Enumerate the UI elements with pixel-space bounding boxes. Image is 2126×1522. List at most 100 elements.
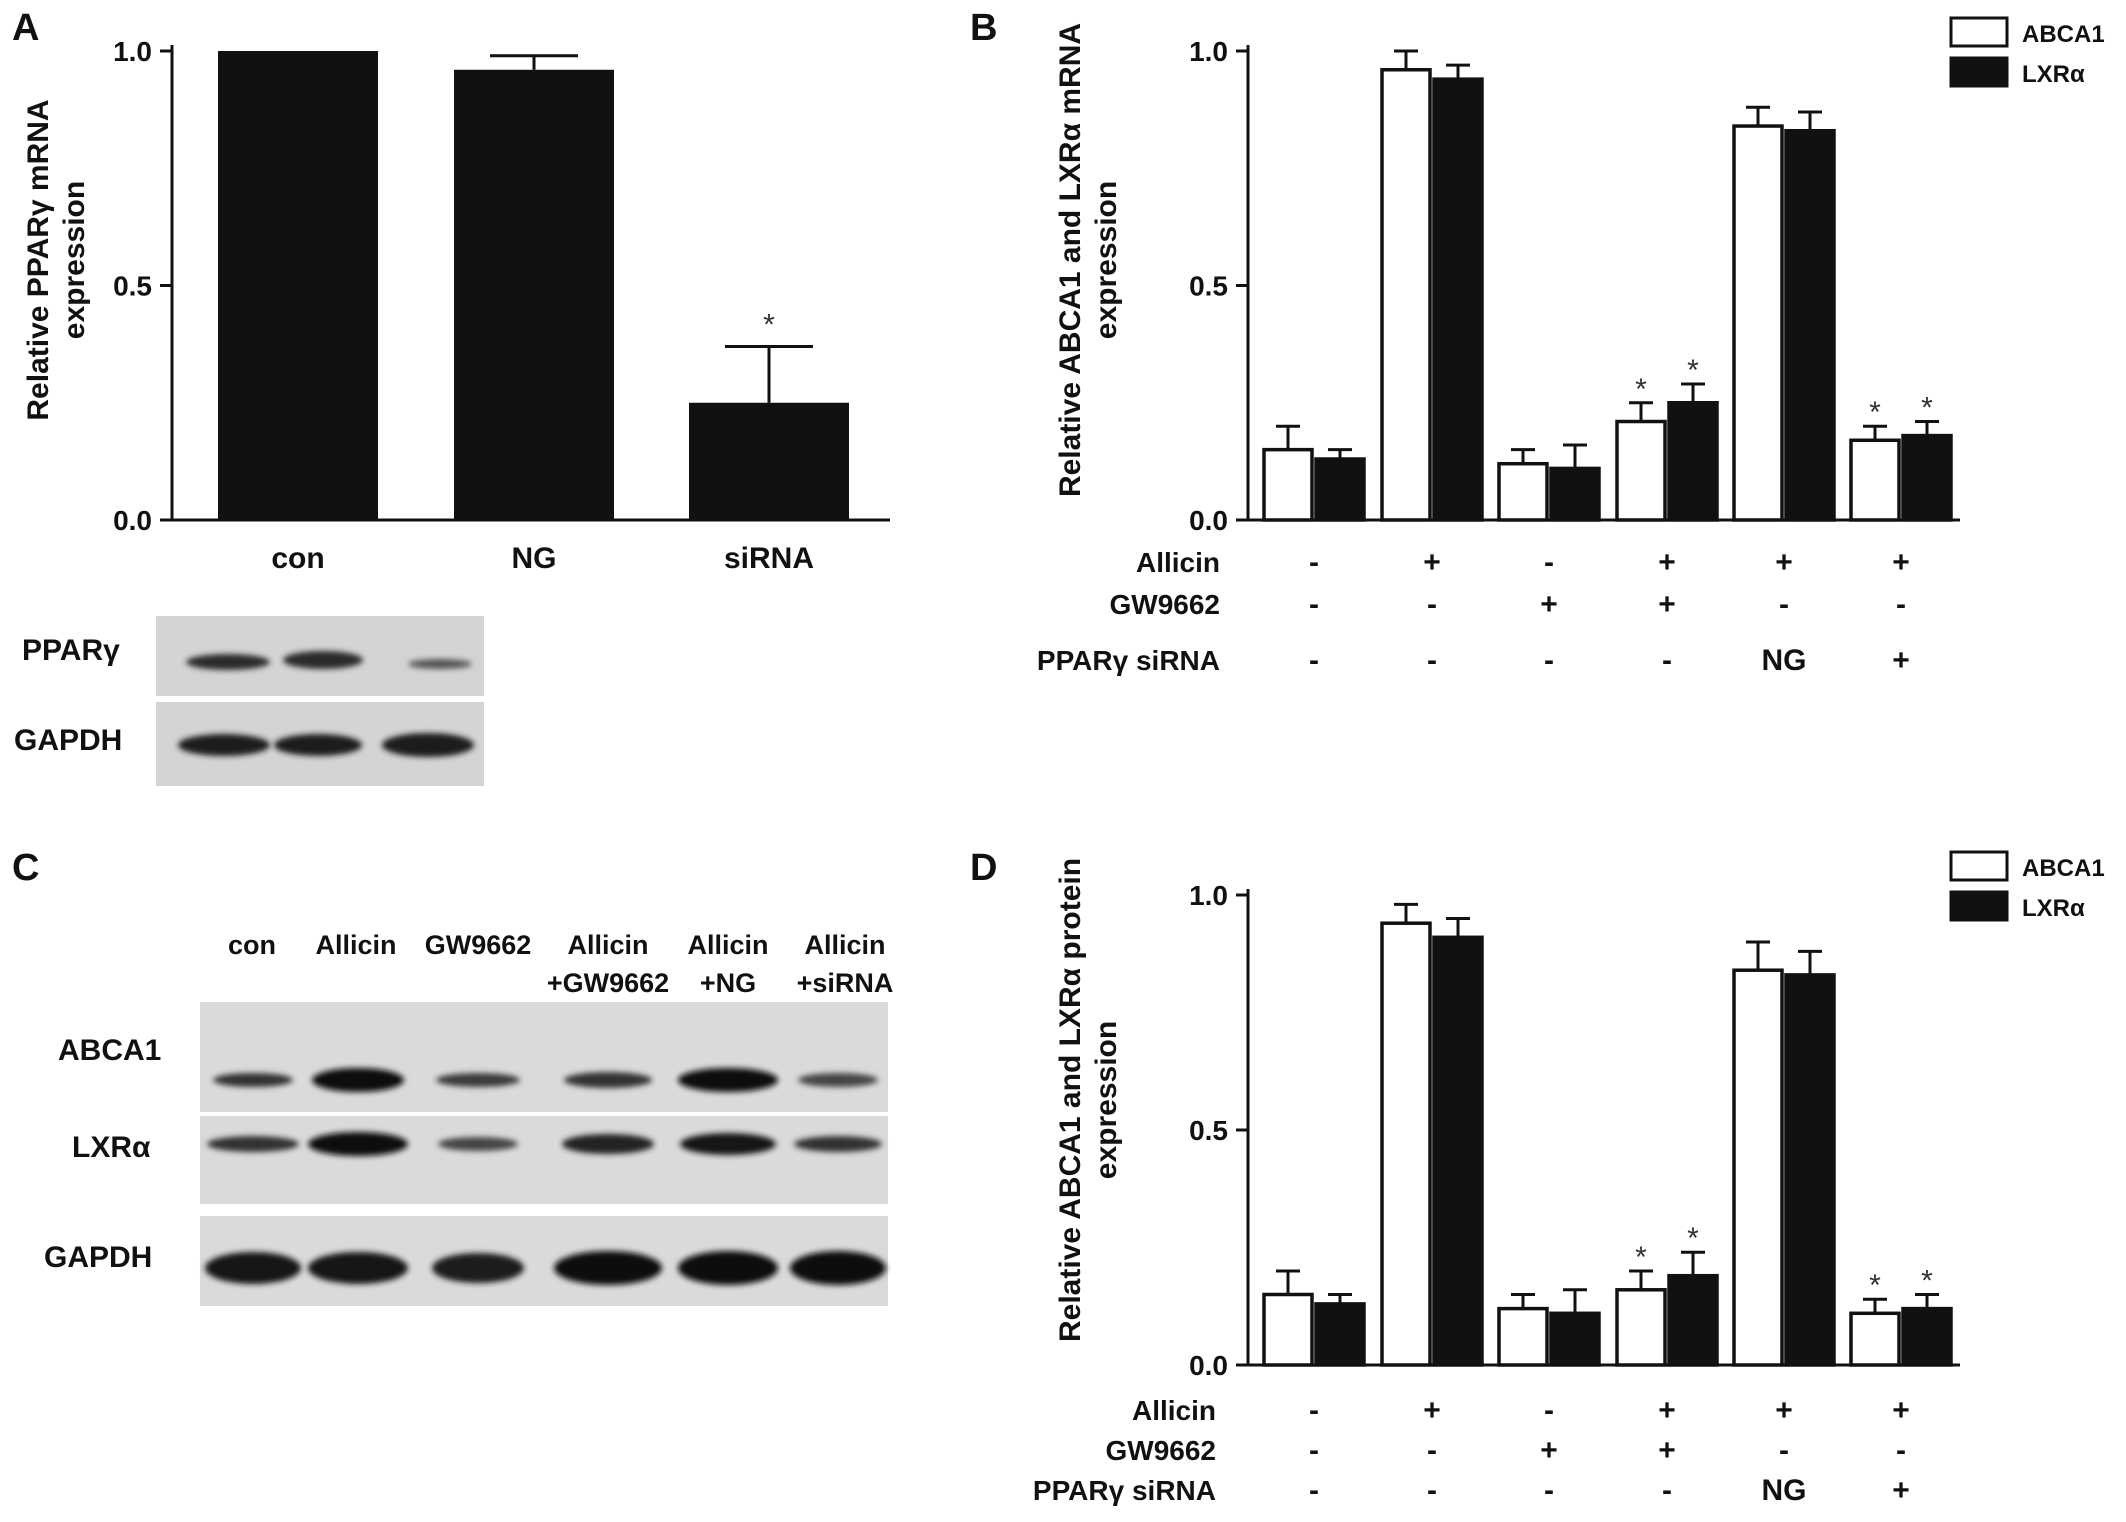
- bar-ABCA1: [1497, 461, 1549, 522]
- treatment-symbol: -: [1662, 1474, 1672, 1507]
- band: [308, 1132, 408, 1156]
- treatment-symbol: -: [1309, 588, 1319, 621]
- significance-marker: *: [1921, 392, 1933, 425]
- legend-d: ABCA1 LXRα: [1949, 850, 2105, 922]
- significance-marker: *: [1635, 1241, 1647, 1274]
- lane-label: +siRNA: [797, 968, 894, 998]
- band: [207, 1136, 299, 1152]
- bar-con: [218, 51, 378, 520]
- treatment-symbol: -: [1544, 1474, 1554, 1507]
- chart-b-y-tick-label: 0.0: [1189, 505, 1228, 536]
- treatment-symbol: NG: [1762, 1474, 1807, 1507]
- bar-ABCA1: [1849, 438, 1901, 522]
- bar-ABCA1: [1849, 1311, 1901, 1367]
- chart-d-y-tick-label: 0.0: [1189, 1350, 1228, 1381]
- band: [308, 1252, 408, 1284]
- treatment-symbol: -: [1427, 588, 1437, 621]
- treatment-symbol: +: [1892, 1474, 1910, 1507]
- band: [436, 1073, 520, 1087]
- bar-NG: [454, 69, 614, 520]
- band: [408, 659, 472, 669]
- treatment-symbol: -: [1309, 1474, 1319, 1507]
- legend-swatch-abca1: [1949, 16, 2009, 48]
- band: [790, 1251, 886, 1285]
- bar-siRNA: [689, 402, 849, 520]
- treatment-symbol: -: [1779, 1434, 1789, 1467]
- treatment-symbol: +: [1540, 1434, 1558, 1467]
- significance-marker: *: [1921, 1265, 1933, 1298]
- bar-LXRα: [1432, 935, 1484, 1367]
- bar-LXRα: [1784, 973, 1836, 1367]
- bar-ABCA1: [1615, 419, 1667, 522]
- blot-c-strip-lxra: [200, 1116, 888, 1204]
- bar-ABCA1: [1380, 68, 1432, 522]
- blot-c-row-label-lxra: LXRα: [72, 1131, 151, 1164]
- bar-ABCA1: [1262, 1292, 1314, 1367]
- legend-label-lxra: LXRα: [2022, 895, 2085, 922]
- lane-label: Allicin: [804, 930, 885, 960]
- band: [562, 1134, 654, 1154]
- treatment-symbol: -: [1309, 1434, 1319, 1467]
- treatment-symbol: -: [1896, 1434, 1906, 1467]
- panel-letter-d: D: [970, 847, 997, 889]
- legend-swatch-lxra: [1949, 890, 2009, 922]
- category-label: NG: [512, 542, 557, 575]
- band: [205, 1252, 301, 1284]
- significance-marker: *: [1687, 354, 1699, 387]
- treatment-symbol: +: [1540, 588, 1558, 621]
- category-label: con: [271, 542, 324, 575]
- treatment-symbol: -: [1427, 644, 1437, 677]
- treatment-symbol: -: [1309, 644, 1319, 677]
- bar-LXRα: [1432, 77, 1484, 522]
- band: [274, 734, 362, 756]
- blot-c-lane-labels: con Allicin GW9662 Allicin +GW9662 Allicin +NG…: [228, 930, 893, 998]
- bar-LXRα: [1784, 128, 1836, 522]
- lane-label: Allicin: [315, 930, 396, 960]
- treatment-symbol: +: [1423, 546, 1441, 579]
- treatment-symbol: -: [1662, 644, 1672, 677]
- band: [554, 1251, 662, 1285]
- significance-marker: *: [1869, 1269, 1881, 1302]
- lane-label: Allicin: [567, 930, 648, 960]
- significance-marker: *: [1687, 1222, 1699, 1255]
- band: [178, 734, 270, 756]
- panel-letter-b: B: [970, 7, 997, 49]
- bar-LXRα: [1314, 457, 1366, 522]
- legend-swatch-abca1: [1949, 850, 2009, 882]
- band: [213, 1073, 293, 1087]
- panel-letter-c: C: [12, 847, 39, 889]
- lane-label: con: [228, 930, 276, 960]
- panel-d: D Relative ABCA1 and LXRα protein expres…: [970, 847, 2105, 1507]
- band: [382, 733, 474, 757]
- band: [438, 1137, 518, 1151]
- treatment-row-label: Allicin: [1132, 1395, 1216, 1426]
- chart-a: 0.0 0.5 1.0 con NG * siRNA: [113, 36, 890, 575]
- chart-a-ylabel-line2: expression: [58, 181, 91, 339]
- significance-marker: *: [1635, 373, 1647, 406]
- blot-c-strip-abca1: [200, 1002, 888, 1112]
- bar-ABCA1: [1732, 124, 1784, 522]
- panel-a: A Relative PPARγ mRNA expression 0.0 0.5 1…: [12, 7, 890, 786]
- treatment-symbol: -: [1544, 644, 1554, 677]
- band: [794, 1136, 882, 1152]
- lane-label: +GW9662: [547, 968, 669, 998]
- bar-LXRα: [1901, 1306, 1953, 1367]
- blot-c-row-label-gapdh: GAPDH: [44, 1241, 152, 1274]
- band: [312, 1068, 404, 1092]
- bar-LXRα: [1549, 466, 1601, 522]
- legend-swatch-lxra: [1949, 56, 2009, 88]
- treatment-row-label: PPARγ siRNA: [1037, 645, 1220, 676]
- treatment-symbol: -: [1427, 1474, 1437, 1507]
- blot-c-bands: [205, 1068, 886, 1285]
- treatment-row-label: GW9662: [1106, 1435, 1217, 1466]
- band: [564, 1072, 652, 1088]
- chart-a-ylabel-line1: Relative PPARγ mRNA: [22, 99, 55, 420]
- bar-ABCA1: [1380, 921, 1432, 1367]
- treatment-row-label: PPARγ siRNA: [1033, 1475, 1216, 1506]
- treatment-row-label: GW9662: [1110, 589, 1221, 620]
- treatment-symbol: +: [1775, 1394, 1793, 1427]
- chart-a-y-tick-label: 1.0: [113, 36, 152, 67]
- treatment-symbol: +: [1892, 1394, 1910, 1427]
- bar-ABCA1: [1732, 968, 1784, 1367]
